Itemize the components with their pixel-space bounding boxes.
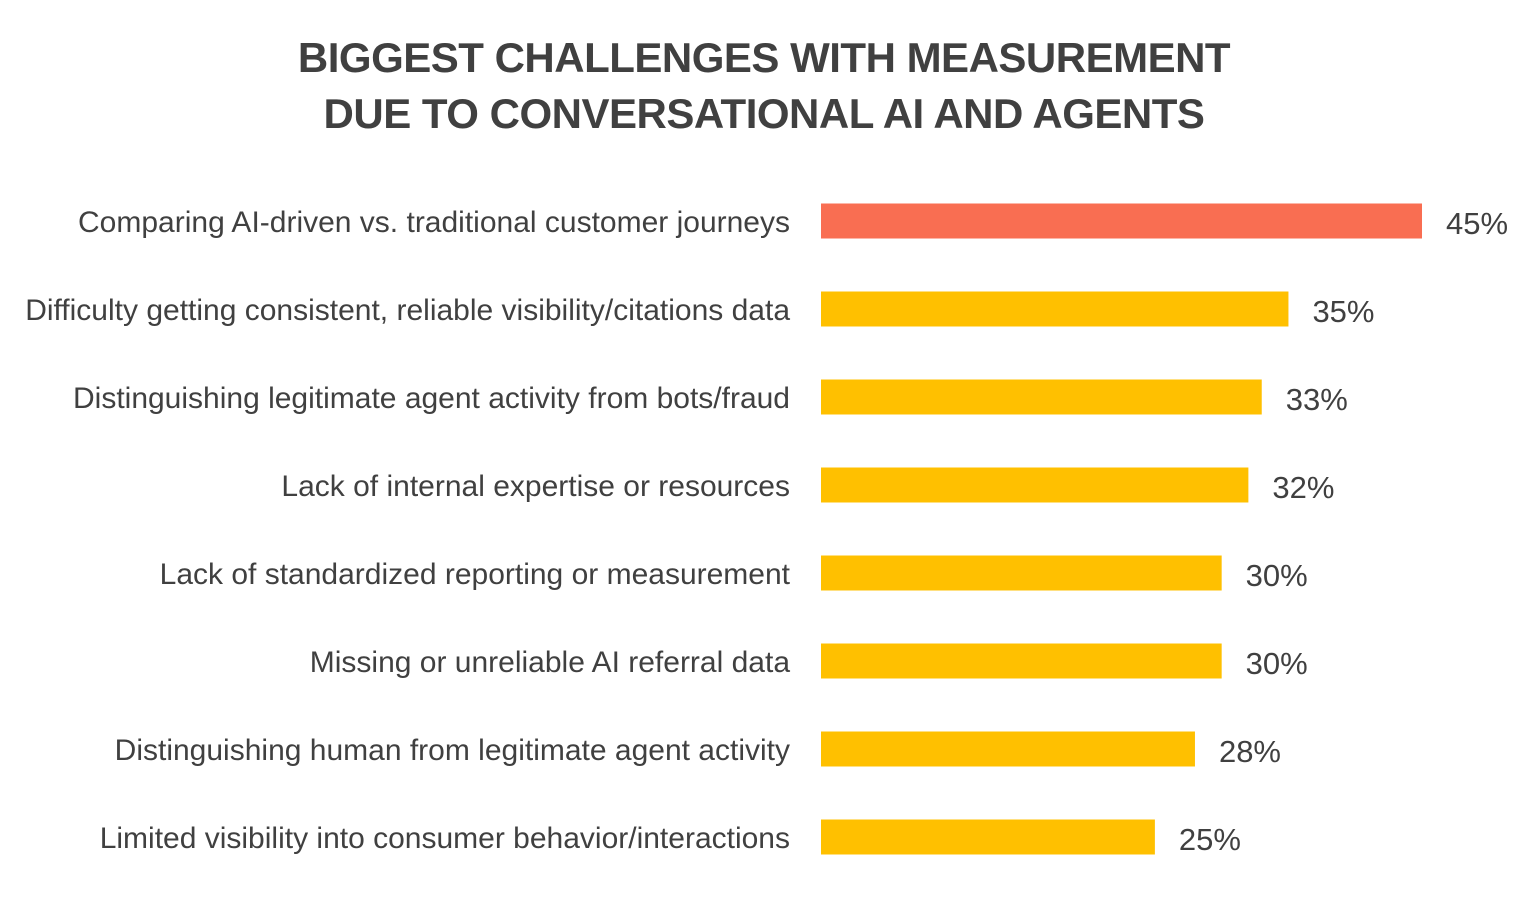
bar xyxy=(821,379,1262,415)
bar xyxy=(821,731,1195,767)
category-label: Difficulty getting consistent, reliable … xyxy=(25,294,790,327)
value-label: 45% xyxy=(1446,206,1508,241)
value-label: 28% xyxy=(1219,734,1281,769)
bar xyxy=(821,467,1249,503)
category-label: Limited visibility into consumer behavio… xyxy=(100,822,790,855)
chart-title-line-2: DUE TO CONVERSATIONAL AI AND AGENTS xyxy=(323,90,1205,137)
value-label: 33% xyxy=(1286,382,1348,417)
chart-title: BIGGEST CHALLENGES WITH MEASUREMENT DUE … xyxy=(0,30,1528,142)
value-label: 30% xyxy=(1246,558,1308,593)
category-label: Lack of standardized reporting or measur… xyxy=(160,558,791,591)
category-label: Comparing AI-driven vs. traditional cust… xyxy=(78,206,790,239)
value-label: 30% xyxy=(1246,646,1308,681)
bar xyxy=(821,819,1155,855)
category-label: Lack of internal expertise or resources xyxy=(281,470,790,503)
chart-title-line-1: BIGGEST CHALLENGES WITH MEASUREMENT xyxy=(297,34,1231,81)
bar-highlight xyxy=(821,203,1422,239)
value-label: 32% xyxy=(1272,470,1334,505)
bar xyxy=(821,643,1222,679)
bar xyxy=(821,291,1289,327)
bar xyxy=(821,555,1222,591)
category-label: Distinguishing human from legitimate age… xyxy=(115,734,790,767)
value-label: 35% xyxy=(1312,294,1374,329)
category-label: Distinguishing legitimate agent activity… xyxy=(73,382,790,415)
value-label: 25% xyxy=(1179,822,1241,857)
category-label: Missing or unreliable AI referral data xyxy=(310,646,791,679)
